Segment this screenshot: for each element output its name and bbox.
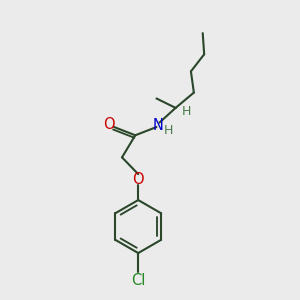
Text: N: N xyxy=(152,118,164,133)
Text: O: O xyxy=(132,172,144,187)
Text: Cl: Cl xyxy=(131,273,146,288)
Text: H: H xyxy=(182,105,191,118)
Text: H: H xyxy=(164,124,173,137)
Text: O: O xyxy=(103,117,115,132)
